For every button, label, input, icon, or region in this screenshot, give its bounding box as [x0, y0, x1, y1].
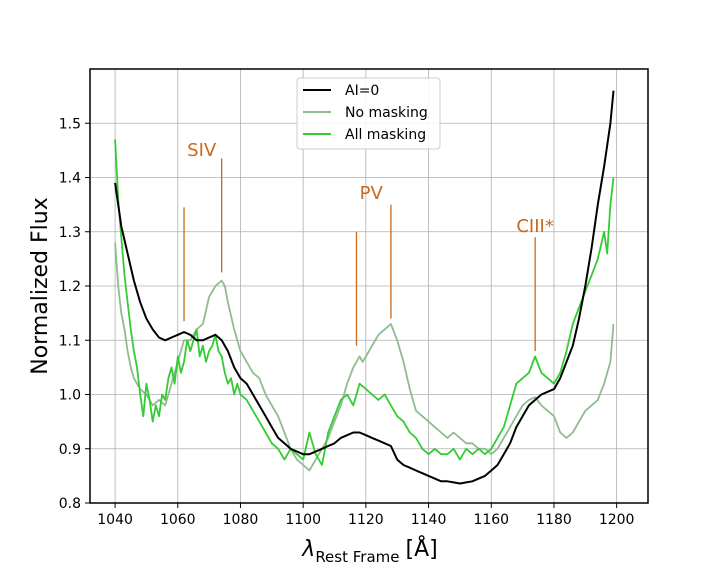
x-axis: 1040 1060 1080 1100 1120 1140 1160 1180 1200 [97, 503, 634, 528]
x-tick-label: 1180 [536, 512, 572, 528]
y-tick-label: 1.0 [59, 388, 81, 404]
annotation-label-siv: SIV [187, 140, 217, 161]
y-tick-label: 0.8 [59, 496, 81, 512]
x-axis-title-subscript: Rest Frame [315, 548, 399, 566]
x-axis-title-unit: [Å] [406, 535, 438, 562]
y-tick-label: 1.1 [59, 333, 81, 349]
legend-label: No masking [345, 105, 428, 121]
series-lines [114, 90, 615, 485]
x-axis-title: λRest Frame [Å] [301, 535, 437, 566]
x-tick-label: 1100 [285, 512, 321, 528]
y-tick-label: 0.9 [59, 442, 81, 458]
x-tick-label: 1160 [473, 512, 509, 528]
annotation-label-ciii: CIII* [516, 216, 554, 237]
legend-box [296, 77, 441, 150]
legend-label: All masking [345, 127, 426, 143]
x-tick-label: 1060 [160, 512, 196, 528]
annotations: SIV PV CIII* [183, 140, 554, 352]
x-tick-label: 1140 [411, 512, 447, 528]
x-axis-title-lambda: λ [301, 537, 315, 562]
x-tick-label: 1040 [97, 512, 133, 528]
series-line-all-masking [114, 139, 615, 466]
y-tick-label: 1.5 [59, 116, 81, 132]
y-tick-label: 1.3 [59, 225, 81, 241]
annotation-label-pv: PV [360, 183, 384, 204]
y-axis: 0.8 0.9 1.0 1.1 1.2 1.3 1.4 1.5 [59, 116, 90, 512]
x-tick-label: 1200 [599, 512, 635, 528]
x-tick-label: 1120 [348, 512, 384, 528]
series-line-ai-0 [114, 90, 615, 485]
legend-label: AI=0 [345, 83, 379, 99]
y-axis-title: Normalized Flux [28, 197, 53, 374]
legend: AI=0 No masking All masking [296, 77, 441, 150]
y-tick-label: 1.2 [59, 279, 81, 295]
series-line-no-masking [114, 242, 615, 472]
y-tick-label: 1.4 [59, 171, 81, 187]
x-tick-label: 1080 [223, 512, 259, 528]
